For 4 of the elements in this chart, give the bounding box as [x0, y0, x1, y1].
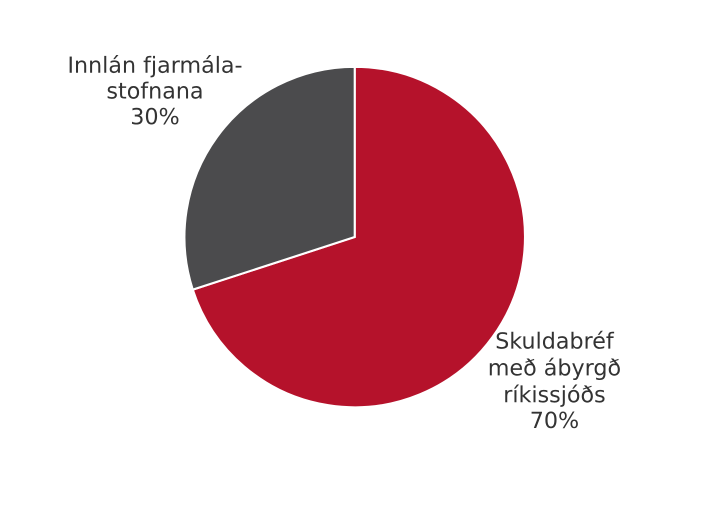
data-label: 30% [132, 108, 178, 125]
data-label: 70% [532, 411, 578, 428]
slice-label: Skuldabréf með ábyrgð ríkissjóðs [490, 330, 620, 407]
slice-label: Innlán fjarmála- stofnana [70, 54, 242, 99]
